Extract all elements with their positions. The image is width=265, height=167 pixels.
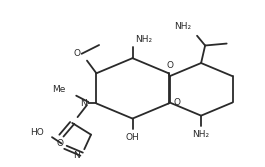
- Text: O: O: [174, 99, 181, 108]
- Text: OH: OH: [126, 133, 139, 142]
- Text: O: O: [167, 61, 174, 70]
- Text: O: O: [73, 49, 80, 58]
- Text: NH₂: NH₂: [135, 35, 152, 44]
- Text: HO: HO: [30, 128, 44, 137]
- Text: O: O: [57, 139, 64, 147]
- Text: NH₂: NH₂: [193, 130, 210, 139]
- Text: N: N: [73, 151, 80, 160]
- Text: N: N: [80, 99, 87, 108]
- Text: Me: Me: [52, 85, 65, 94]
- Text: NH₂: NH₂: [175, 22, 192, 31]
